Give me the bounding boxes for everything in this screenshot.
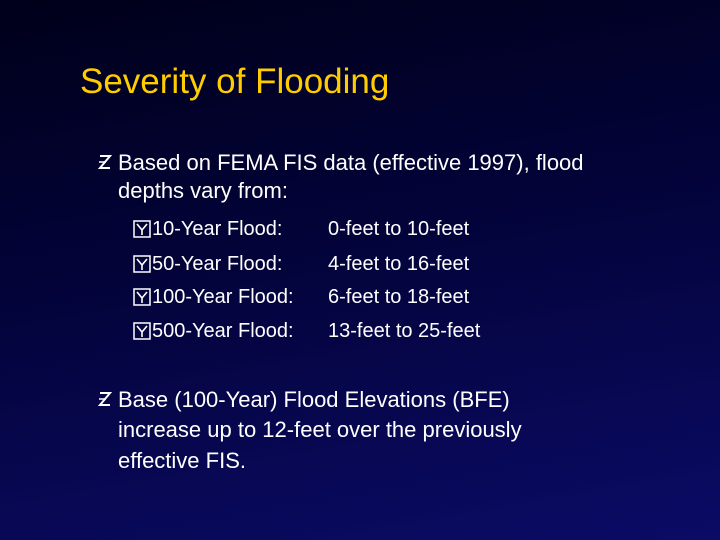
sub-bullet-icon [133, 288, 151, 306]
sub-bullet-icon [133, 220, 151, 238]
sub-item-range: 4-feet to 16-feet [328, 253, 470, 275]
slide-title: Severity of Flooding [80, 62, 390, 101]
sub-item-label: 50-Year Flood: [152, 253, 283, 275]
bullet-line: Base (100-Year) Flood Elevations (BFE) [118, 387, 510, 412]
sub-bullet-icon [133, 322, 151, 340]
sub-item-range: 6-feet to 18-feet [328, 286, 470, 308]
sub-item-label: 10-Year Flood: [152, 218, 283, 240]
sub-item-label: 100-Year Flood: [152, 286, 294, 308]
bullet-line: Based on FEMA FIS data (effective 1997),… [118, 150, 584, 175]
bullet-icon [97, 392, 113, 406]
sub-item-range: 0-feet to 10-feet [328, 218, 470, 240]
bullet-line: increase up to 12-feet over the previous… [118, 417, 522, 442]
bullet-line: depths vary from: [118, 178, 288, 203]
sub-item-range: 13-feet to 25-feet [328, 320, 481, 342]
sub-bullet-icon [133, 255, 151, 273]
sub-item-label: 500-Year Flood: [152, 320, 294, 342]
bullet-line: effective FIS. [118, 448, 246, 473]
bullet-icon [97, 155, 113, 169]
